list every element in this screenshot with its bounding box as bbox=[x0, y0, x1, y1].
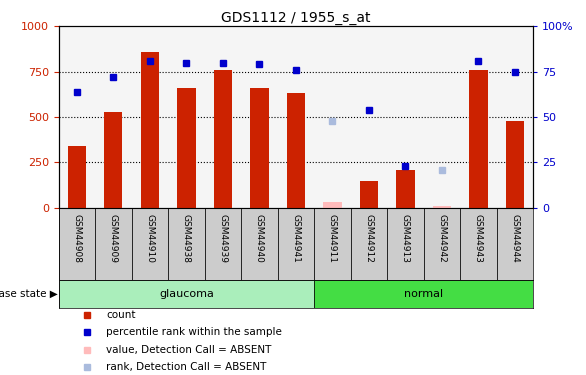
Bar bbox=[360, 181, 378, 208]
Text: disease state ▶: disease state ▶ bbox=[0, 289, 58, 299]
Text: GSM44939: GSM44939 bbox=[219, 214, 227, 262]
Bar bbox=[95, 208, 132, 280]
Text: GSM44938: GSM44938 bbox=[182, 214, 191, 262]
Text: GSM44909: GSM44909 bbox=[109, 214, 118, 262]
Bar bbox=[68, 146, 86, 208]
Bar bbox=[177, 88, 196, 208]
Text: value, Detection Call = ABSENT: value, Detection Call = ABSENT bbox=[106, 345, 271, 355]
Bar bbox=[59, 208, 95, 280]
Bar bbox=[506, 121, 524, 208]
Bar bbox=[250, 88, 268, 208]
Bar bbox=[314, 280, 533, 308]
Text: GSM44942: GSM44942 bbox=[438, 214, 447, 262]
Bar bbox=[214, 70, 232, 208]
Text: glaucoma: glaucoma bbox=[159, 289, 214, 299]
Text: normal: normal bbox=[404, 289, 443, 299]
Bar bbox=[323, 202, 342, 208]
Bar bbox=[387, 208, 424, 280]
Bar bbox=[278, 208, 314, 280]
Bar bbox=[59, 280, 314, 308]
Text: GSM44944: GSM44944 bbox=[510, 214, 520, 262]
Text: GSM44943: GSM44943 bbox=[474, 214, 483, 262]
Bar bbox=[314, 208, 350, 280]
Text: count: count bbox=[106, 310, 135, 320]
Bar bbox=[497, 208, 533, 280]
Title: GDS1112 / 1955_s_at: GDS1112 / 1955_s_at bbox=[221, 11, 371, 25]
Text: GSM44941: GSM44941 bbox=[291, 214, 301, 262]
Bar bbox=[241, 208, 278, 280]
Text: GSM44910: GSM44910 bbox=[145, 214, 154, 262]
Text: percentile rank within the sample: percentile rank within the sample bbox=[106, 327, 282, 338]
Bar bbox=[396, 170, 415, 208]
Text: GSM44908: GSM44908 bbox=[72, 214, 81, 262]
Bar bbox=[104, 112, 122, 208]
Bar bbox=[460, 208, 497, 280]
Text: GSM44913: GSM44913 bbox=[401, 214, 410, 262]
Text: rank, Detection Call = ABSENT: rank, Detection Call = ABSENT bbox=[106, 362, 267, 372]
Text: GSM44912: GSM44912 bbox=[364, 214, 373, 262]
Text: GSM44911: GSM44911 bbox=[328, 214, 337, 262]
Bar bbox=[205, 208, 241, 280]
Text: GSM44940: GSM44940 bbox=[255, 214, 264, 262]
Bar bbox=[424, 208, 460, 280]
Bar bbox=[132, 208, 168, 280]
Bar bbox=[168, 208, 205, 280]
Bar bbox=[350, 208, 387, 280]
Bar bbox=[469, 70, 488, 208]
Bar bbox=[287, 93, 305, 208]
Bar bbox=[141, 52, 159, 208]
Bar bbox=[433, 206, 451, 208]
